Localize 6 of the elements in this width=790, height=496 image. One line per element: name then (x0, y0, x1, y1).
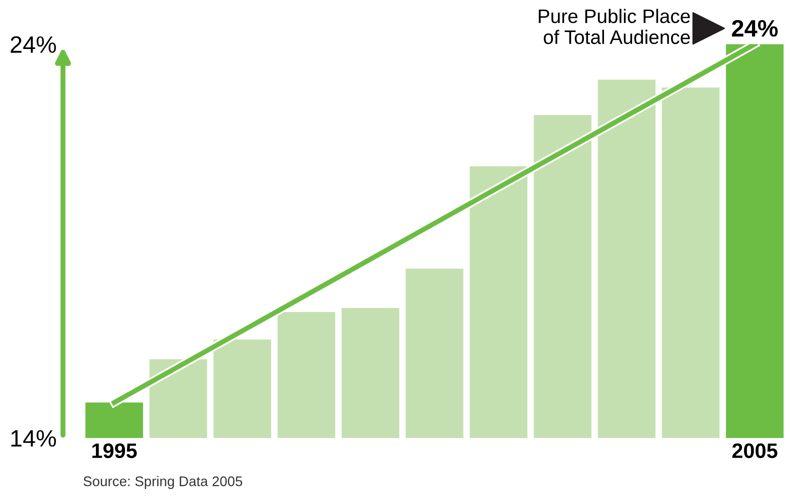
x-tick-label: 2005 (732, 443, 778, 458)
source-note: Source: Spring Data 2005 (84, 476, 242, 489)
text: Pure Public Place of Total Audience (538, 8, 690, 44)
data-label: 24% (732, 20, 778, 37)
y-tick-label: 14% (11, 430, 56, 447)
x-tick-label: 1995 (92, 443, 137, 458)
